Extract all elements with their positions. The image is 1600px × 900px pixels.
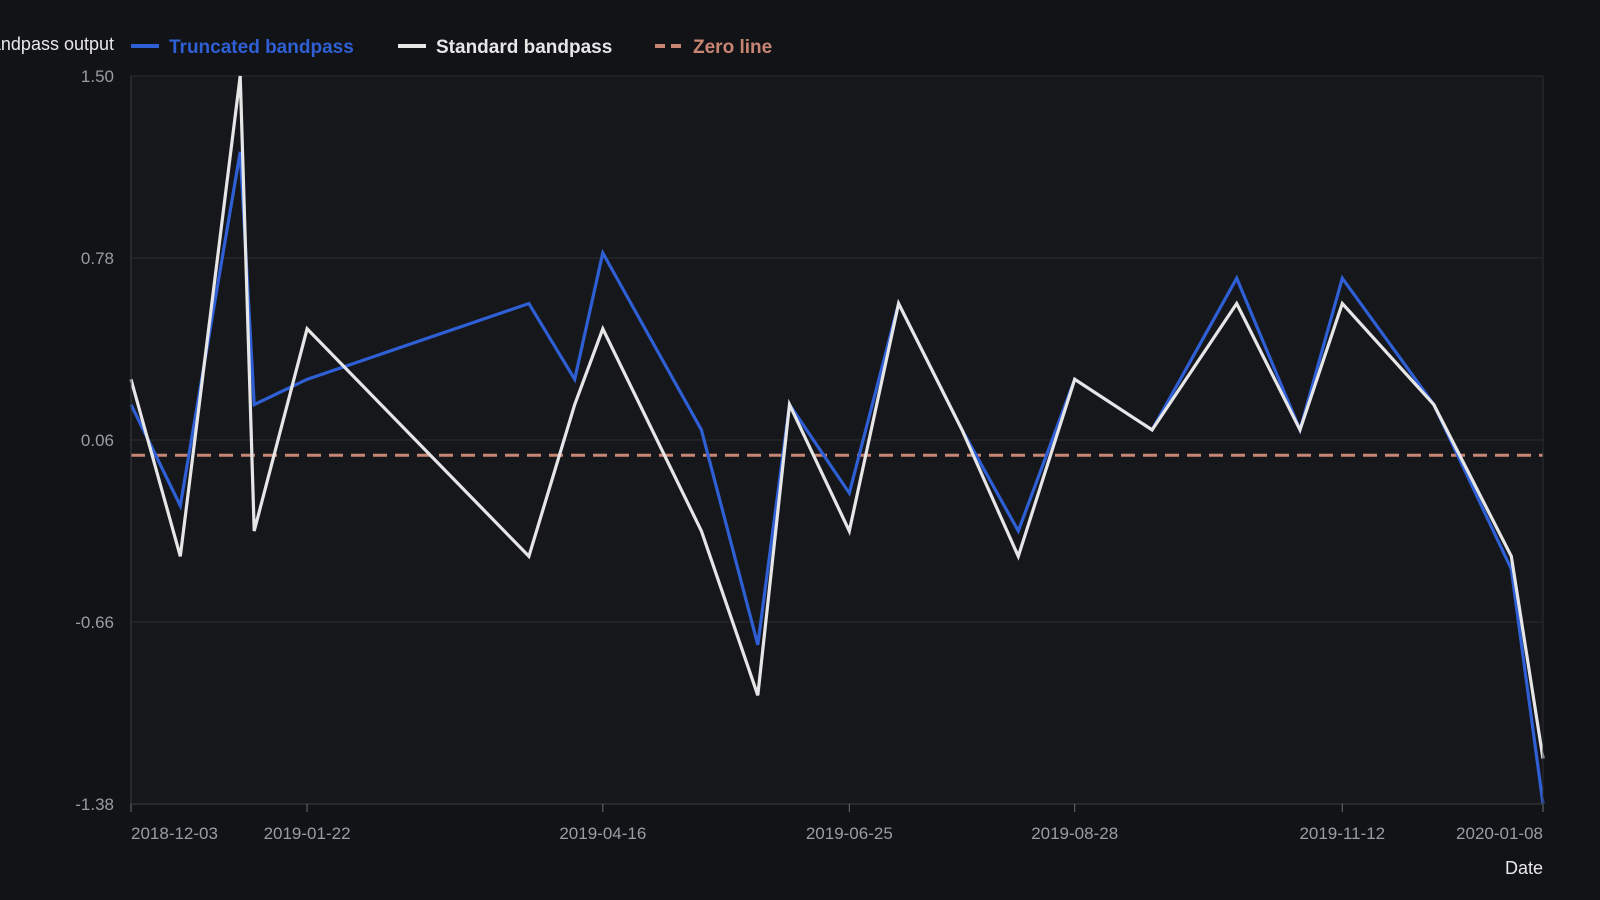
axes: 1.50 0.78 0.06 -0.66 -1.38 2018-12-03 2019-01-… [75, 67, 1544, 843]
legend-label-truncated-bandpass: Truncated bandpass [169, 37, 354, 58]
x-tick-label: 2019-11-12 [1299, 824, 1385, 843]
x-tick-label: 2020-01-08 [1456, 824, 1543, 843]
x-tick-label: 2019-08-28 [1031, 824, 1118, 843]
y-tick-label: 1.50 [81, 67, 114, 86]
x-tick-label: 2019-06-25 [806, 824, 893, 843]
legend: Truncated bandpass Standard bandpass Zero … [131, 37, 772, 58]
y-axis-title: Bandpass output [0, 34, 114, 54]
x-tick-label: 2018-12-03 [131, 824, 218, 843]
x-tick-label: 2019-01-22 [264, 824, 351, 843]
x-axis-title: Date [1505, 858, 1543, 878]
legend-item-standard-bandpass: Standard bandpass [398, 37, 612, 58]
gridlines [131, 75, 1543, 805]
legend-item-zero-line: Zero line [655, 37, 772, 58]
legend-label-zero-line: Zero line [693, 37, 772, 58]
y-tick-label: 0.78 [81, 249, 114, 268]
legend-label-standard-bandpass: Standard bandpass [436, 37, 612, 58]
y-tick-label: -1.38 [75, 795, 114, 814]
y-tick-label: -0.66 [75, 613, 114, 632]
series-line-standard-bandpass [129, 75, 1545, 759]
x-tick-label: 2019-04-16 [559, 824, 646, 843]
legend-item-truncated-bandpass: Truncated bandpass [131, 37, 354, 58]
y-tick-label: 0.06 [81, 431, 114, 450]
series-lines [129, 75, 1545, 805]
